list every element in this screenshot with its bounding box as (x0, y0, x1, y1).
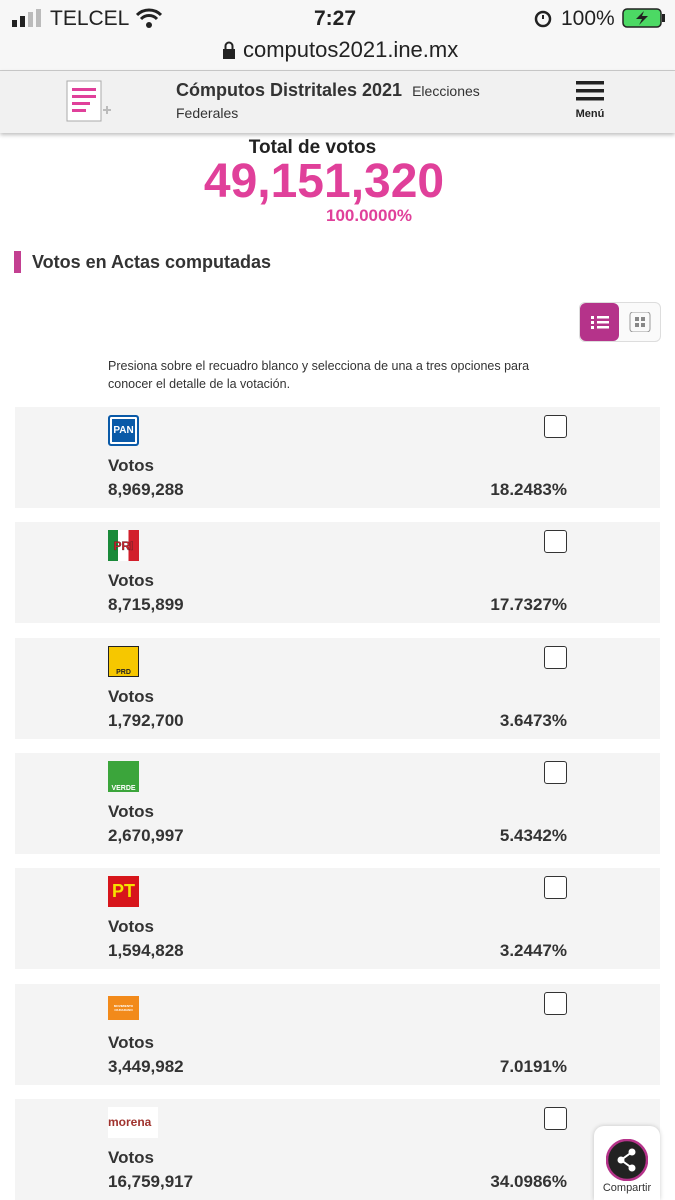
party-votes: 16,759,917 (108, 1171, 194, 1191)
party-percent: 3.6473% (499, 710, 567, 730)
party-percent: 3.2447% (499, 941, 567, 961)
party-checkbox[interactable] (544, 1106, 567, 1130)
party-logo: morena (108, 1106, 158, 1138)
party-votes: 1,792,700 (108, 710, 184, 730)
wifi-icon (136, 8, 162, 28)
votes-label: Votos (108, 1032, 154, 1052)
party-votes: 2,670,997 (108, 825, 184, 845)
votes-label: Votos (108, 1147, 154, 1167)
party-checkbox[interactable] (544, 530, 567, 554)
party-percent: 7.0191% (499, 1056, 567, 1076)
votes-label: Votos (108, 917, 154, 937)
view-toggle (579, 302, 661, 342)
votes-label: Votos (108, 801, 154, 821)
alarm-icon (534, 10, 552, 28)
battery-percent: 100% (561, 7, 615, 30)
party-percent: 18.2483% (490, 480, 567, 499)
url: computos2021.ine.mx (243, 37, 459, 62)
party-logo: PRI (108, 530, 139, 562)
share-label: Compartir (602, 1182, 652, 1194)
site-title: Cómputos Distritales 2021 (176, 80, 403, 100)
signal-icon (12, 9, 41, 27)
total-percent: 100.0000% (326, 206, 413, 225)
battery-icon (622, 8, 665, 28)
party-votes: 3,449,982 (108, 1056, 184, 1076)
time: 7:27 (314, 7, 357, 30)
carrier: TELCEL (50, 7, 130, 30)
party-checkbox[interactable] (544, 415, 567, 438)
party-card: PRI Votos 8,715,899 17.7327% (15, 522, 660, 624)
list-view-button[interactable] (580, 303, 619, 341)
url-bar[interactable]: computos2021.ine.mx (0, 36, 675, 71)
party-card: MOVIMIENTO CIUDADANO Votos 3,449,982 7.0191… (15, 983, 660, 1085)
party-votes: 8,715,899 (108, 595, 184, 615)
menu-icon (576, 81, 604, 101)
party-checkbox[interactable] (544, 645, 567, 669)
votes-label: Votos (108, 686, 154, 706)
status-bar: TELCEL 7:27 100% (0, 0, 675, 36)
party-card: morena Votos 16,759,917 34.0986% (15, 1098, 660, 1200)
party-checkbox[interactable] (544, 760, 567, 784)
party-card: PT Votos 1,594,828 3.2447% (15, 868, 660, 970)
party-logo: PAN (108, 415, 139, 446)
site-header: Cómputos Distritales 2021 Elecciones Fede… (0, 71, 675, 133)
grid-view-button[interactable] (620, 303, 660, 341)
party-percent: 17.7327% (490, 595, 567, 615)
grid-icon (629, 312, 651, 332)
menu-label: Menú (575, 108, 605, 120)
party-logo: MOVIMIENTO CIUDADANO (108, 995, 139, 1020)
party-percent: 5.4342% (499, 825, 567, 845)
menu-button[interactable]: Menú (570, 79, 610, 120)
site-logo (66, 80, 111, 122)
share-icon (606, 1139, 648, 1181)
party-card: PAN Votos 8,969,288 18.2483% (15, 407, 660, 508)
party-percent: 34.0986% (490, 1171, 567, 1191)
total-label: Total de votos (248, 137, 377, 158)
section-title: Votos en Actas computadas (32, 252, 272, 272)
party-votes: 8,969,288 (108, 480, 184, 499)
votes-label: Votos (108, 456, 154, 475)
section-marker (14, 251, 21, 273)
party-card: PRD Votos 1,792,700 3.6473% (15, 637, 660, 739)
lock-icon (223, 41, 235, 59)
instructions: Presiona sobre el recuadro blanco y sele… (108, 359, 530, 391)
total-votes: 49,151,320 (203, 155, 445, 208)
share-button[interactable]: Compartir (594, 1126, 660, 1200)
party-card: VERDE Votos 2,670,997 5.4342% (15, 752, 660, 854)
party-logo: VERDE (108, 760, 139, 792)
party-checkbox[interactable] (544, 876, 567, 900)
party-checkbox[interactable] (544, 991, 567, 1015)
site-subtitle: Elecciones Federales (176, 83, 480, 121)
party-logo: PRD (108, 645, 139, 677)
votes-label: Votos (108, 571, 154, 591)
party-votes: 1,594,828 (108, 941, 184, 961)
list-icon (591, 316, 609, 329)
party-logo: PT (108, 876, 139, 908)
